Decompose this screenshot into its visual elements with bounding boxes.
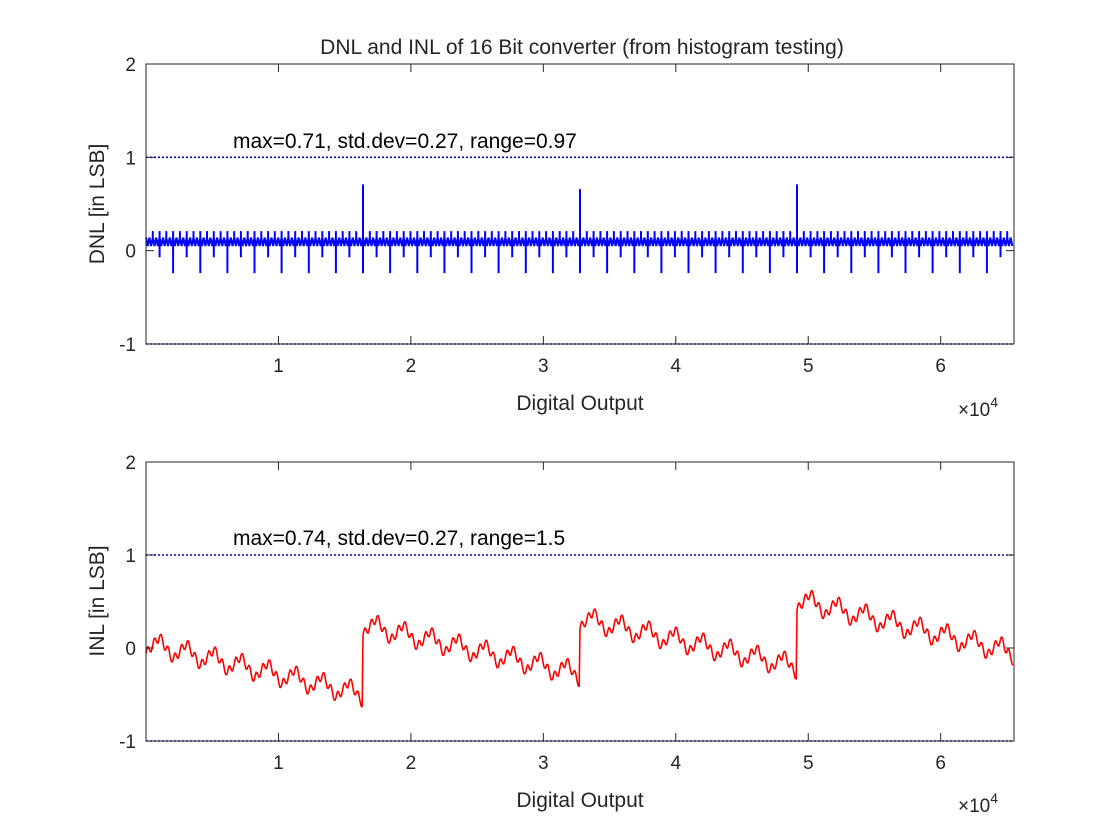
dnl-axes-frame — [145, 63, 1015, 345]
inl-y-tick-label: 1 — [125, 546, 136, 567]
inl-stats-annotation: max=0.74, std.dev=0.27, range=1.5 — [233, 527, 565, 550]
inl-y-tick-label: -1 — [119, 732, 136, 753]
inl-x-exponent-power: 4 — [990, 790, 998, 806]
dnl-y-axis-label: DNL [in LSB] — [86, 144, 109, 265]
inl-x-tick-label: 2 — [406, 753, 417, 774]
inl-axes: 1 2 3 4 5 6 -1 0 1 2 max=0.74, std.dev=0.27, rang… — [86, 453, 1015, 817]
dnl-x-tick-label: 5 — [803, 356, 814, 377]
inl-y-tick-label: 2 — [125, 453, 136, 474]
inl-x-exponent-base: ×10 — [958, 796, 990, 817]
dnl-y-tick-label: 2 — [125, 55, 136, 76]
inl-x-tick-label: 5 — [803, 753, 814, 774]
dnl-y-tick-label: 1 — [125, 148, 136, 169]
dnl-x-exponent: ×104 — [958, 394, 998, 421]
inl-x-exponent: ×104 — [958, 790, 998, 817]
dnl-x-tick-label: 4 — [671, 356, 682, 377]
dnl-series-line — [145, 184, 1014, 274]
dnl-x-tick-label: 6 — [935, 356, 946, 377]
inl-x-tick-label: 1 — [273, 753, 284, 774]
dnl-stats-annotation: max=0.71, std.dev=0.27, range=0.97 — [233, 130, 577, 153]
inl-y-axis-label: INL [in LSB] — [86, 545, 109, 656]
inl-x-axis-label: Digital Output — [516, 789, 643, 812]
inl-axes-frame — [145, 461, 1015, 742]
dnl-y-tick-label: -1 — [119, 335, 136, 356]
inl-y-tick-label: 0 — [125, 639, 136, 660]
dnl-y-tick-label: 0 — [125, 242, 136, 263]
dnl-x-axis-label: Digital Output — [516, 392, 643, 415]
dnl-x-exponent-power: 4 — [990, 394, 998, 410]
dnl-ticks: 1 2 3 4 5 6 -1 0 1 2 — [119, 55, 1014, 377]
inl-series-line — [145, 590, 1014, 708]
dnl-x-tick-label: 3 — [538, 356, 549, 377]
dnl-axes: 1 2 3 4 5 6 -1 0 1 2 max=0.71, std.dev=0.27, rang… — [86, 55, 1015, 421]
inl-x-tick-label: 4 — [671, 753, 682, 774]
dnl-x-tick-label: 1 — [273, 356, 284, 377]
figure-title: DNL and INL of 16 Bit converter (from hi… — [320, 36, 844, 59]
inl-x-tick-label: 3 — [538, 753, 549, 774]
dnl-x-tick-label: 2 — [406, 356, 417, 377]
inl-x-tick-label: 6 — [935, 753, 946, 774]
inl-ticks: 1 2 3 4 5 6 -1 0 1 2 — [119, 453, 1014, 774]
dnl-x-exponent-base: ×10 — [958, 400, 990, 421]
